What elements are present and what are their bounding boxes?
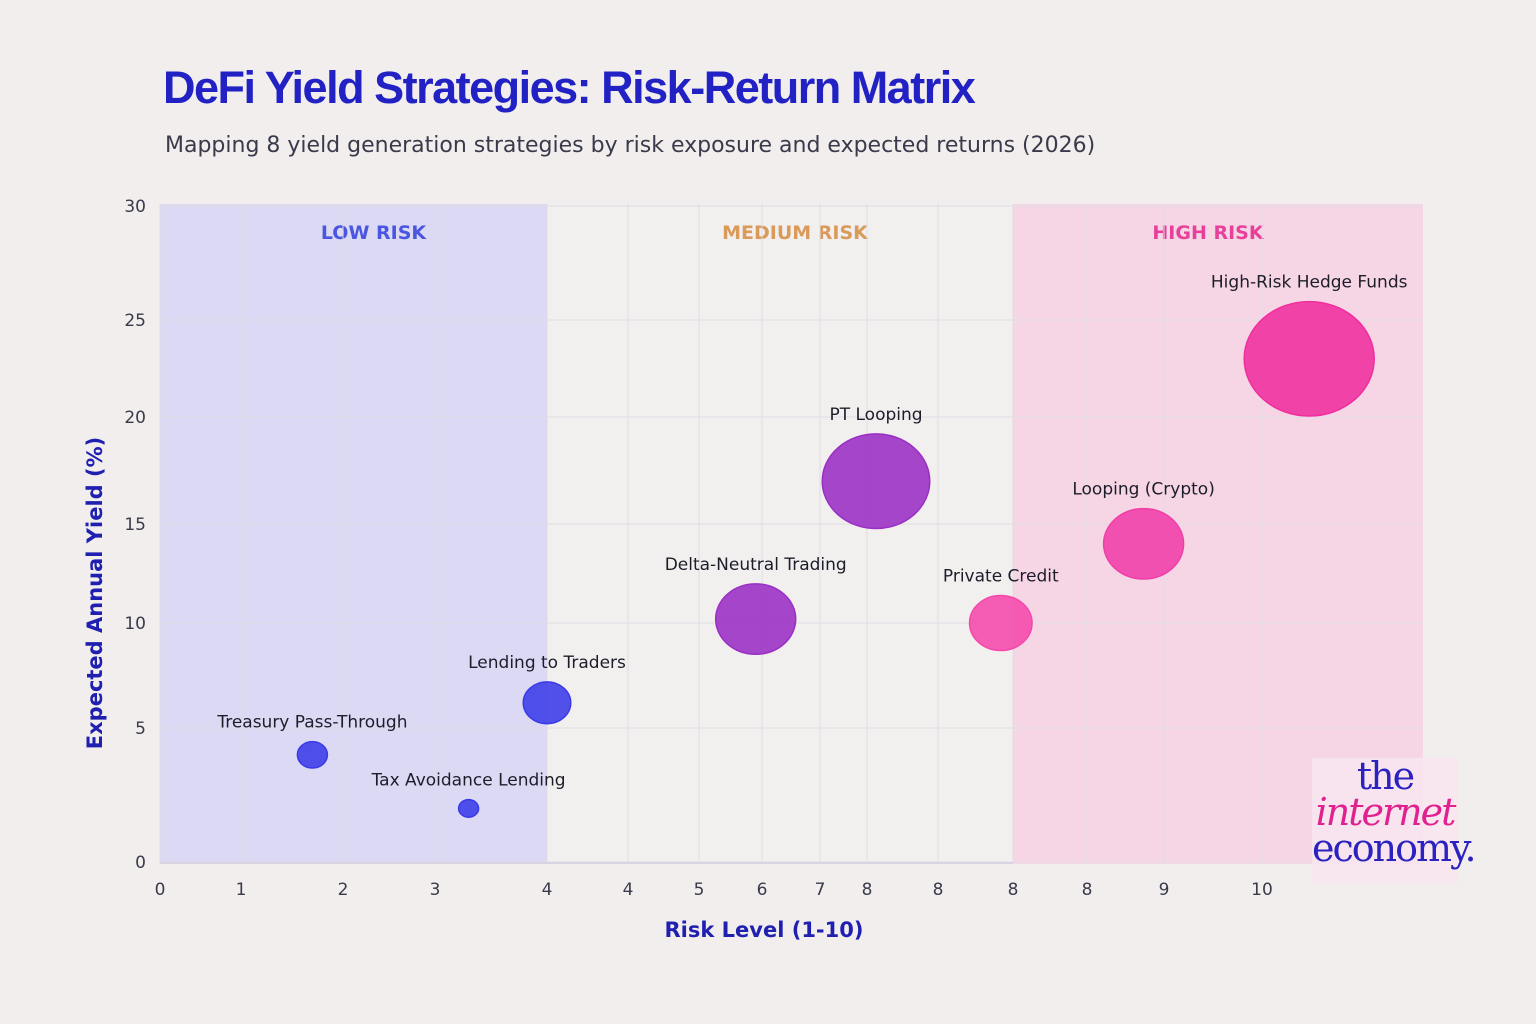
y-tick-label: 30 [124,197,146,217]
x-tick-label: 3 [430,880,441,900]
bubble[interactable] [968,594,1033,652]
bubble-label: Treasury Pass-Through [216,713,407,733]
bubble-group: Lending to Traders [468,653,626,725]
bubble-label: PT Looping [829,405,922,425]
band-label: LOW RISK [321,222,428,244]
x-tick-label: 2 [338,880,349,900]
x-tick-label: 1 [236,880,247,900]
bubble-label: Private Credit [943,567,1059,587]
bubble-group: High-Risk Hedge Funds [1211,273,1408,417]
logo-line-the: the [1356,754,1415,798]
x-axis-label: Risk Level (1-10) [665,918,864,942]
bubble[interactable] [522,681,572,725]
x-tick-label: 8 [862,880,873,900]
bubble[interactable] [457,798,480,818]
bubble-group: Delta-Neutral Trading [665,555,847,655]
x-tick-label: 8 [933,880,944,900]
y-axis-label: Expected Annual Yield (%) [83,437,107,749]
band-region [1013,204,1423,864]
x-tick-label: 9 [1159,880,1170,900]
logo-line-economy: economy. [1312,826,1477,871]
x-tick-label: 4 [542,880,553,900]
x-tick-label: 7 [815,880,826,900]
x-tick-label: 6 [757,880,768,900]
logo-line-internet: internet [1315,790,1457,835]
band-region [160,204,547,864]
x-tick-label: 8 [1082,880,1093,900]
bubble[interactable] [296,740,329,769]
bubble[interactable] [1102,507,1185,580]
bubble-group: Treasury Pass-Through [216,713,407,769]
x-tick-label: 8 [1008,880,1019,900]
bubble-group: Private Credit [943,567,1059,652]
x-tick-label: 0 [155,880,166,900]
band-label: MEDIUM RISK [722,222,869,244]
y-tick-label: 5 [135,719,146,739]
x-tick-label: 4 [623,880,634,900]
the-internet-economy-logo: the internet economy. [1312,754,1477,884]
bubble-group: PT Looping [821,405,931,530]
chart-title: DeFi Yield Strategies: Risk-Return Matri… [163,62,976,113]
y-tick-label: 20 [124,408,146,428]
y-tick-label: 15 [124,515,146,535]
bubble-label: Looping (Crypto) [1072,480,1215,500]
bubble-label: Lending to Traders [468,653,626,673]
band-region [547,204,1013,864]
bubble-label: Tax Avoidance Lending [371,771,566,791]
chart-subtitle: Mapping 8 yield generation strategies by… [165,133,1096,158]
x-tick-label: 10 [1251,880,1273,900]
y-tick-label: 10 [124,614,146,634]
bubble-label: High-Risk Hedge Funds [1211,273,1408,293]
bubble-group: Looping (Crypto) [1072,480,1215,580]
bubble[interactable] [1243,300,1375,417]
band-label: HIGH RISK [1152,222,1264,244]
bubble[interactable] [821,433,931,530]
y-tick-label: 25 [124,311,146,331]
bubble[interactable] [714,583,797,655]
x-tick-label: 5 [694,880,705,900]
bubble-label: Delta-Neutral Trading [665,555,847,575]
bubble-group: Tax Avoidance Lending [371,771,566,818]
y-tick-label: 0 [135,853,146,873]
